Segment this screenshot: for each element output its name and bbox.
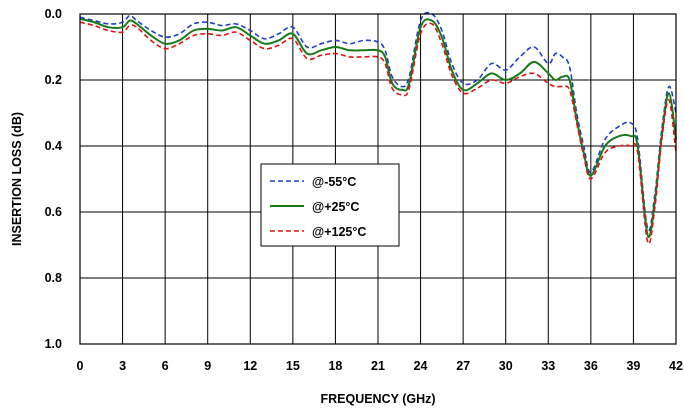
x-tick-label: 36 [584,359,598,373]
x-tick-label: 3 [119,359,126,373]
x-tick-label: 15 [286,359,300,373]
y-axis-title: INSERTION LOSS (dB) [10,112,24,246]
series-line-0 [79,11,677,232]
y-tick-label: 0.0 [45,7,62,21]
legend: @-55°C @+25°C @+125°C [260,163,400,247]
legend-label-1: @+25°C [312,200,359,214]
x-tick-label: 9 [204,359,211,373]
y-tick-labels: 0.0 0.2 0.4 0.6 0.8 1.0 [45,7,62,351]
x-tick-label: 30 [499,359,513,373]
y-tick-label: 0.2 [45,73,62,87]
x-tick-label: 33 [541,359,555,373]
x-tick-label: 18 [328,359,342,373]
x-axis-title: FREQUENCY (GHz) [320,392,435,406]
x-tick-label: 42 [669,359,683,373]
y-tick-label: 0.4 [45,139,62,153]
x-tick-label: 24 [414,359,428,373]
x-tick-label: 0 [77,359,84,373]
series-lines [79,11,677,245]
legend-label-2: @+125°C [312,225,366,239]
y-tick-label: 1.0 [45,337,62,351]
plot-frame [79,13,677,345]
series-line-1 [79,17,677,239]
x-tick-labels: 0 3 6 9 12 15 18 21 24 27 30 33 36 39 42 [77,359,683,373]
series-line-2 [79,21,677,245]
y-tick-label: 0.6 [45,205,62,219]
y-tick-label: 0.8 [45,271,62,285]
x-tick-label: 39 [626,359,640,373]
x-tick-label: 27 [456,359,470,373]
legend-label-0: @-55°C [312,175,356,189]
x-tick-label: 12 [243,359,257,373]
x-tick-label: 6 [162,359,169,373]
x-tick-label: 21 [371,359,385,373]
